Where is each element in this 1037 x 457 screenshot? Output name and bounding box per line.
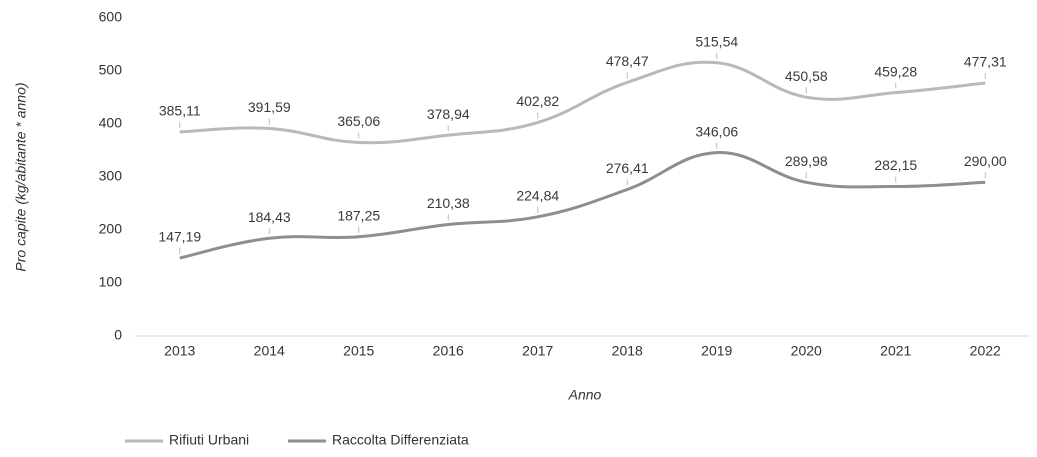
y-tick-label: 400 <box>99 115 123 131</box>
data-label: 365,06 <box>337 113 380 129</box>
x-tick-label: 2018 <box>612 343 643 359</box>
x-tick-label: 2019 <box>701 343 732 359</box>
data-label: 402,82 <box>516 93 559 109</box>
x-tick-label: 2021 <box>880 343 911 359</box>
data-label: 184,43 <box>248 209 291 225</box>
data-label: 478,47 <box>606 53 649 69</box>
x-tick-label: 2020 <box>791 343 822 359</box>
data-label: 378,94 <box>427 106 470 122</box>
x-axis-title: Anno <box>568 387 602 403</box>
data-label: 210,38 <box>427 195 470 211</box>
x-tick-label: 2014 <box>254 343 285 359</box>
y-tick-label: 200 <box>99 221 123 237</box>
x-tick-label: 2022 <box>970 343 1001 359</box>
series-line <box>179 60 986 145</box>
data-label: 290,00 <box>964 153 1007 169</box>
data-label: 391,59 <box>248 99 291 115</box>
data-label: 224,84 <box>516 188 559 204</box>
data-label: 385,11 <box>159 103 201 119</box>
y-axis-title: Pro capite (kg/abitante * anno) <box>13 82 29 271</box>
y-tick-label: 100 <box>99 274 123 290</box>
data-label: 346,06 <box>695 123 738 139</box>
series-line <box>179 151 986 260</box>
y-tick-label: 600 <box>99 9 123 25</box>
x-tick-label: 2013 <box>164 343 195 359</box>
y-tick-label: 300 <box>99 168 123 184</box>
data-label: 459,28 <box>874 63 917 79</box>
data-label: 276,41 <box>606 160 649 176</box>
data-label: 477,31 <box>964 54 1007 70</box>
data-label: 147,19 <box>158 229 201 245</box>
x-tick-label: 2015 <box>343 343 374 359</box>
y-tick-label: 0 <box>114 327 122 343</box>
x-tick-label: 2017 <box>522 343 553 359</box>
legend-label: Raccolta Differenziata <box>332 432 469 448</box>
data-label: 289,98 <box>785 153 828 169</box>
data-label: 450,58 <box>785 68 828 84</box>
data-label: 282,15 <box>874 157 917 173</box>
x-tick-label: 2016 <box>433 343 464 359</box>
legend-label: Rifiuti Urbani <box>169 432 249 448</box>
data-label: 187,25 <box>337 207 380 223</box>
data-label: 515,54 <box>695 33 738 49</box>
y-tick-label: 500 <box>99 62 123 78</box>
